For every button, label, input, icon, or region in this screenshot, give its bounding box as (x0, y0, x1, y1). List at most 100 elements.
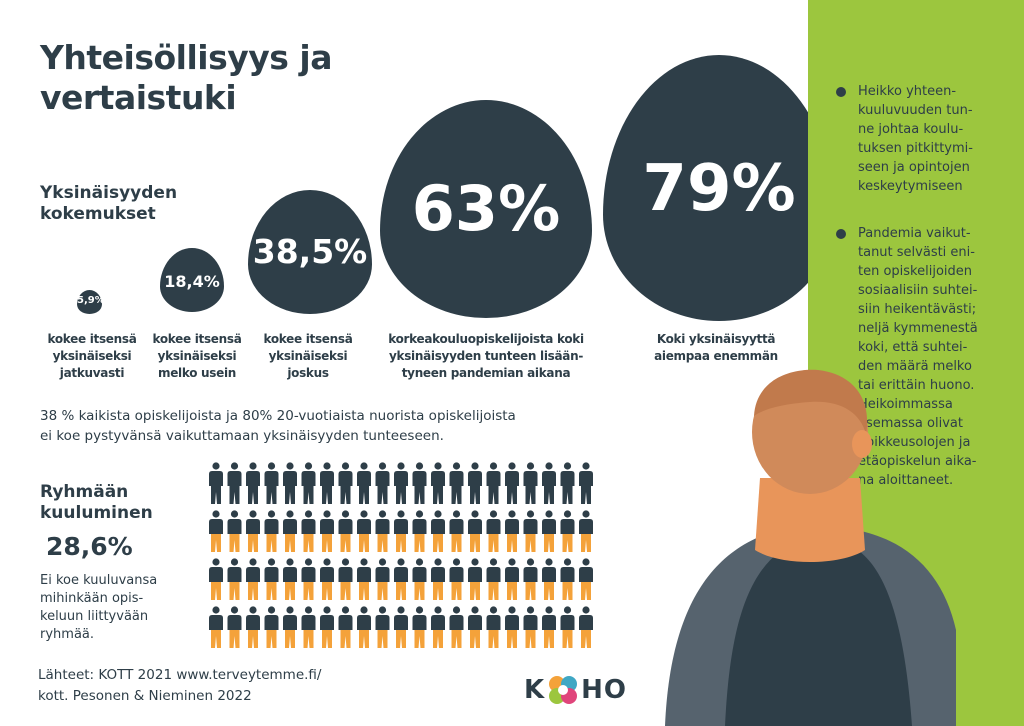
person-icon (523, 510, 538, 552)
person-icon (486, 462, 501, 504)
person-icon (320, 558, 334, 600)
belonging-text: Ei koe kuuluvansa mihinkään opis- keluun… (40, 573, 158, 642)
person-icon (338, 510, 353, 552)
person-icon (505, 606, 519, 648)
belonging-value: 28,6% (46, 532, 133, 561)
bullet-2-text: Pandemia vaikut-tanut selvästi eni-ten o… (858, 226, 978, 488)
person-icon (505, 558, 519, 600)
person-icon (227, 606, 242, 648)
person-icon (412, 462, 427, 504)
person-icon (357, 558, 371, 600)
person-icon (264, 462, 279, 504)
bullet-2: Pandemia vaikut-tanut selvästi eni-ten o… (836, 224, 988, 490)
person-icon (560, 510, 575, 552)
person-icon (301, 510, 316, 552)
person-icon (227, 510, 242, 552)
person-icon (283, 606, 297, 648)
person-icon (579, 462, 593, 504)
person-icon (468, 606, 482, 648)
stat-value-2: 18,4% (164, 272, 220, 291)
person-icon (301, 558, 316, 600)
person-icon (394, 558, 408, 600)
person-icon (375, 558, 390, 600)
person-icon (209, 510, 223, 552)
statement-text: 38 % kaikista opiskelijoista ja 80% 20-v… (40, 408, 516, 444)
logo-flower-icon (549, 676, 578, 704)
stat-blob-1 (77, 290, 102, 314)
person-icon (523, 606, 538, 648)
loneliness-heading-line-1: Yksinäisyyden (40, 183, 178, 203)
person-icon (412, 510, 427, 552)
loneliness-heading-line-2: kokemukset (40, 204, 156, 224)
person-icon (449, 510, 464, 552)
person-icon (283, 558, 297, 600)
person-icon (579, 558, 593, 600)
person-icon (486, 510, 501, 552)
person-icon (301, 606, 316, 648)
person-icon (264, 510, 279, 552)
bullet-dot-icon (836, 87, 846, 97)
stat-blob-2 (160, 248, 224, 312)
stat-caption-5: Koki yksinäisyyttä aiempaa enemmän (654, 332, 778, 363)
person-icon (560, 558, 575, 600)
person-icon (320, 462, 334, 504)
stat-value-4: 63% (411, 172, 561, 245)
stat-caption-2: kokee itsensä yksinäiseksi melko usein (152, 332, 242, 380)
people-pictogram-grid (209, 462, 593, 648)
person-icon (542, 558, 556, 600)
person-icon (320, 606, 334, 648)
person-icon (560, 462, 575, 504)
person-icon (468, 558, 482, 600)
person-icon (449, 558, 464, 600)
title-line-2: vertaistuki (40, 78, 237, 117)
stat-caption-1: kokee itsensä yksinäiseksi jatkuvasti (47, 332, 137, 380)
person-icon (209, 606, 223, 648)
stat-blob-4 (380, 100, 592, 318)
stat-caption-4: korkeakouluopiskelijoista koki yksinäisy… (388, 332, 584, 380)
person-icon (375, 606, 390, 648)
person-icon (394, 462, 408, 504)
person-icon (412, 558, 427, 600)
stat-blob-5 (603, 55, 835, 321)
person-icon (523, 558, 538, 600)
bullet-1: Heikko yhteen-kuuluvuuden tun-ne johtaa … (836, 82, 988, 196)
person-icon (357, 606, 371, 648)
person-icon (542, 462, 556, 504)
stat-blob-3 (248, 190, 372, 314)
title-line-1: Yhteisöllisyys ja (40, 38, 332, 77)
person-icon (301, 462, 316, 504)
person-icon (283, 462, 297, 504)
bullet-dot-icon (836, 229, 846, 239)
person-icon (542, 606, 556, 648)
person-icon (375, 510, 390, 552)
person-icon (283, 510, 297, 552)
person-icon (227, 462, 242, 504)
person-icon (579, 606, 593, 648)
page-title: Yhteisöllisyys ja vertaistuki (40, 38, 400, 118)
person-icon (468, 462, 482, 504)
person-icon (468, 510, 482, 552)
loneliness-heading: Yksinäisyyden kokemukset (40, 183, 177, 225)
person-icon (505, 510, 519, 552)
person-icon (375, 462, 390, 504)
person-icon (209, 558, 223, 600)
person-icon (431, 510, 445, 552)
person-icon (246, 558, 260, 600)
person-icon (246, 606, 260, 648)
person-icon (579, 510, 593, 552)
person-icon (542, 510, 556, 552)
person-icon (246, 510, 260, 552)
stat-value-1: 5,9% (77, 295, 105, 306)
person-icon (431, 558, 445, 600)
person-icon (264, 558, 279, 600)
person-icon (246, 462, 260, 504)
bullet-1-text: Heikko yhteen-kuuluvuuden tun-ne johtaa … (858, 84, 973, 194)
person-icon (338, 462, 353, 504)
person-icon (449, 462, 464, 504)
person-icon (486, 606, 501, 648)
belonging-heading: Ryhmään kuuluminen (40, 482, 153, 523)
person-icon (412, 606, 427, 648)
person-icon (505, 462, 519, 504)
stat-caption-3: kokee itsensä yksinäiseksi joskus (263, 332, 353, 380)
person-icon (523, 462, 538, 504)
